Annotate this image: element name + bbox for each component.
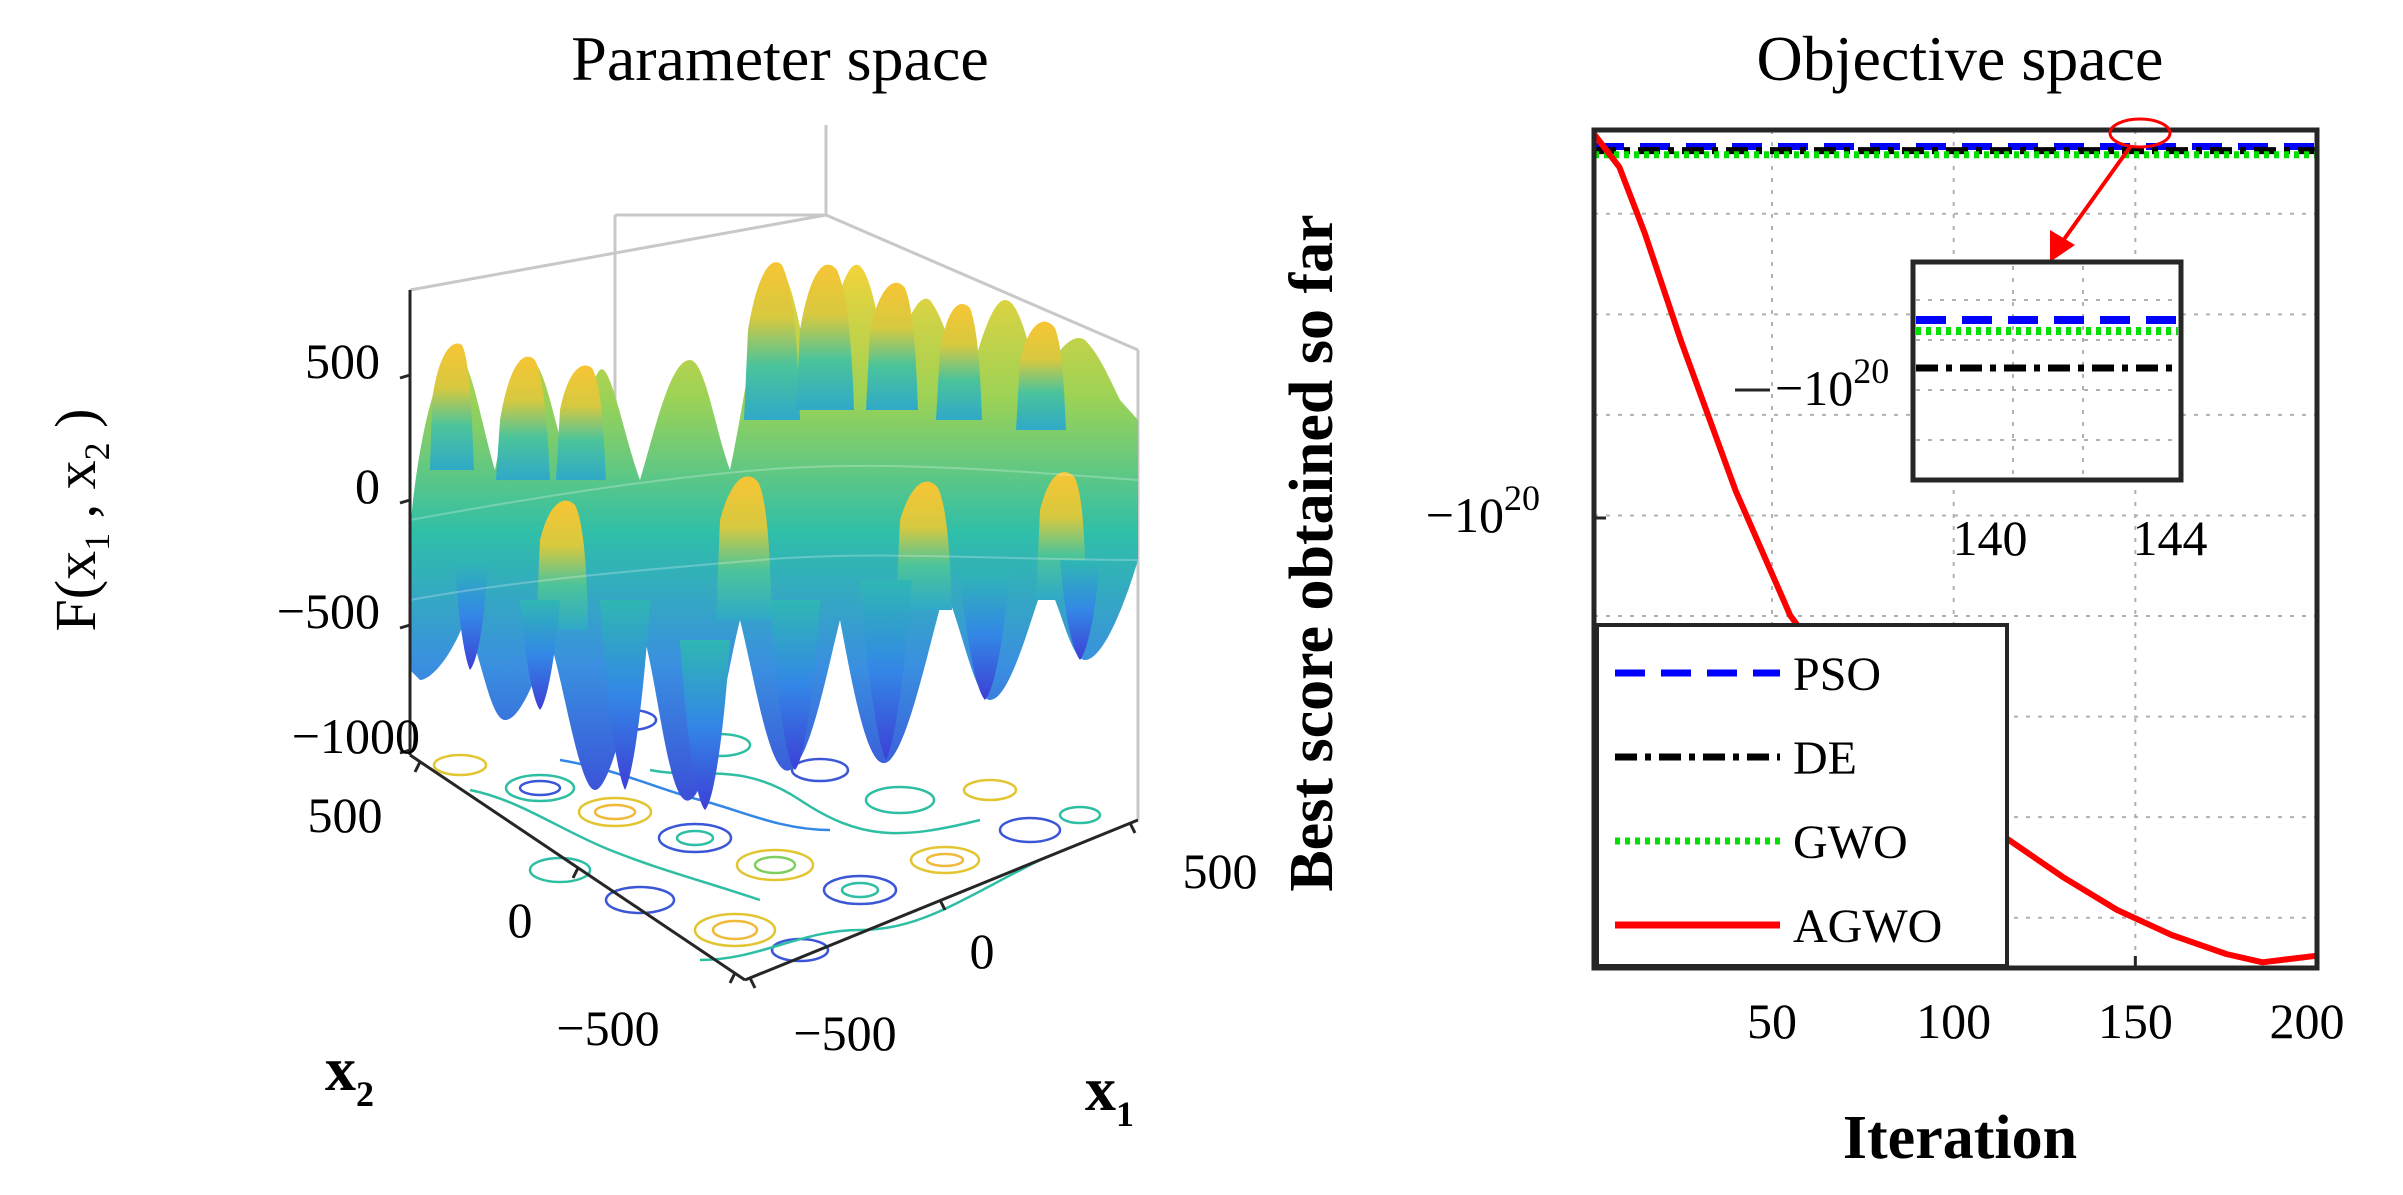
- legend-item-agwo: AGWO: [1615, 900, 1942, 953]
- inset-series: [1916, 316, 2178, 372]
- x2-tick-label: 500: [308, 787, 383, 843]
- legend-label: PSO: [1793, 648, 1881, 701]
- x2-tick-label: 0: [508, 892, 533, 948]
- legend-item-gwo: GWO: [1615, 816, 1908, 869]
- inset-x-tick-label: 140: [1953, 510, 2028, 566]
- x-tick-label: 100: [1916, 993, 1991, 1049]
- inset-zoom: −1020 140 144: [1735, 259, 2208, 566]
- x1-tick-label: 500: [1183, 843, 1258, 899]
- zoom-ellipse: [2108, 117, 2172, 149]
- x-ticks: 50 100 150 200: [1747, 956, 2345, 1049]
- parameter-space-panel: Parameter space: [43, 23, 1258, 1134]
- z-axis-label: F(x1 , x2 ): [43, 409, 117, 632]
- legend-box: [1595, 623, 2009, 968]
- x-tick-label: 50: [1747, 993, 1797, 1049]
- legend-label: AGWO: [1793, 900, 1942, 953]
- x-tick-label: 150: [2098, 993, 2173, 1049]
- inset-grid: [1916, 266, 2178, 478]
- z-tick-label: −500: [277, 583, 380, 639]
- series-layer: [1591, 132, 2318, 966]
- x-tick-label: 200: [2270, 993, 2345, 1049]
- x2-axis-label: x2: [325, 1036, 374, 1114]
- x1-axis-label: x1: [1085, 1056, 1134, 1134]
- zoom-arrow-head: [2050, 230, 2075, 262]
- x1-tick-label: 0: [970, 923, 995, 979]
- legend-label: DE: [1793, 732, 1857, 785]
- z-tick-label: −1000: [292, 708, 420, 764]
- z-tick-label: 0: [355, 458, 380, 514]
- objective-space-title: Objective space: [1757, 23, 2164, 94]
- legend-item-pso: PSO: [1615, 648, 1881, 701]
- surface-plot: [409, 262, 1139, 810]
- x1-tick-label: −500: [793, 1005, 896, 1061]
- objective-space-panel: Objective space Best score obtained so f…: [1278, 23, 2345, 1172]
- x2-axis: 500 0 −500 x2: [308, 753, 746, 1114]
- legend: PSO DE GWO AGWO: [1595, 623, 2009, 968]
- zoom-arrow: [2058, 145, 2132, 247]
- y-tick-label: −1020: [1426, 478, 1540, 543]
- legend-label: GWO: [1793, 816, 1908, 869]
- inset-x-tick-label: 144: [2133, 510, 2208, 566]
- z-tick-label: 500: [305, 333, 380, 389]
- x1-axis: −500 0 500 x1: [744, 818, 1258, 1134]
- parameter-space-title: Parameter space: [571, 23, 989, 94]
- legend-item-de: DE: [1615, 732, 1857, 785]
- z-axis: 500 0 −500 −1000 F(x1 , x2 ): [43, 290, 420, 764]
- x2-tick-label: −500: [556, 1000, 659, 1056]
- x-axis-label: Iteration: [1843, 1104, 2077, 1172]
- y-axis-label: Best score obtained so far: [1278, 214, 1346, 891]
- inset-y-tick-label: −1020: [1775, 351, 1889, 416]
